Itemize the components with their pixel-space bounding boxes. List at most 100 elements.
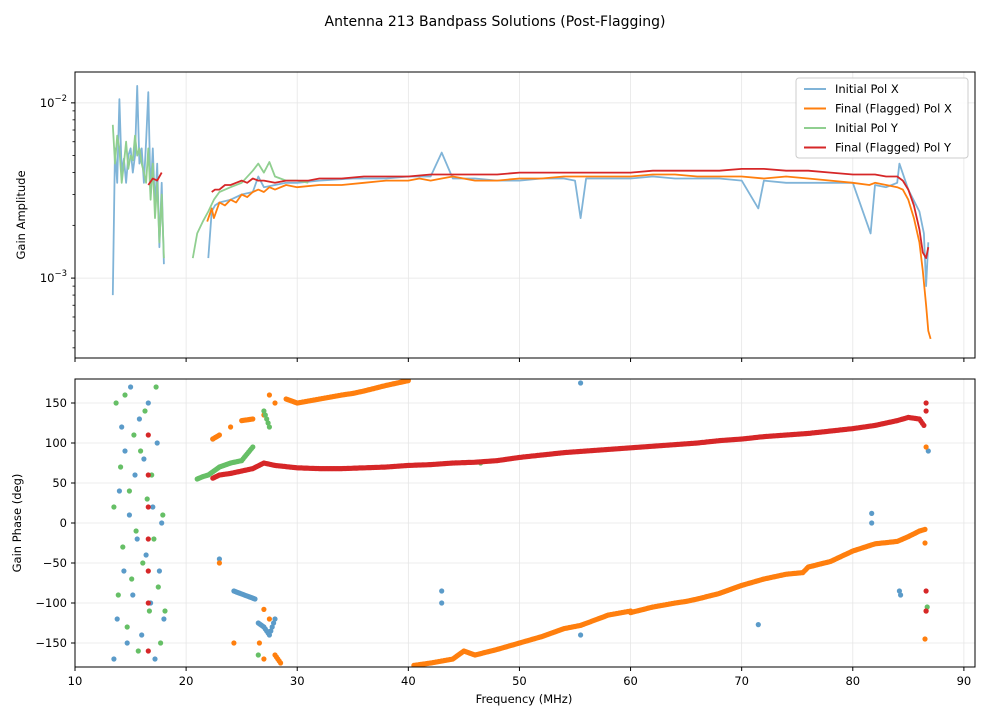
phase-point-final-flagged-pol-y <box>145 536 151 542</box>
phase-point-initial-pol-y <box>122 392 128 398</box>
phase-point-initial-pol-x <box>141 456 147 462</box>
phase-point-initial-pol-y <box>250 444 256 450</box>
phase-point-final-flagged-pol-y <box>145 472 151 478</box>
x-tick-label: 30 <box>290 674 305 688</box>
phase-point-final-flagged-pol-x <box>216 560 222 566</box>
amplitude-line-final-flagged-pol-y <box>147 168 930 259</box>
phase-point-initial-pol-y <box>261 408 267 414</box>
phase-point-initial-pol-x <box>119 424 125 430</box>
phase-point-initial-pol-y <box>142 408 148 414</box>
phase-point-initial-pol-x <box>266 632 272 638</box>
phase-point-final-flagged-pol-x <box>228 424 234 430</box>
amplitude-y-tick-label: 10−2 <box>40 94 67 110</box>
x-tick-label: 70 <box>734 674 749 688</box>
phase-point-initial-pol-x <box>271 620 277 626</box>
phase-point-initial-pol-x <box>121 568 127 574</box>
phase-point-initial-pol-y <box>151 536 157 542</box>
phase-point-initial-pol-x <box>869 510 875 516</box>
phase-y-tick-label: −100 <box>35 596 67 610</box>
phase-y-tick-label: 150 <box>45 396 67 410</box>
phase-point-initial-pol-y <box>135 648 141 654</box>
phase-point-initial-pol-x <box>252 596 258 602</box>
phase-point-initial-pol-x <box>124 640 130 646</box>
x-tick-label: 50 <box>512 674 527 688</box>
phase-y-tick-label: −50 <box>43 556 67 570</box>
phase-panel: 10 20 30 40 50 60 70 80 90 −150 −100 −50 0 50 100 150 G… <box>10 378 976 706</box>
phase-point-final-flagged-pol-x <box>261 656 267 662</box>
phase-point-final-flagged-pol-y <box>923 400 929 406</box>
phase-point-final-flagged-pol-x <box>231 640 237 646</box>
phase-point-final-flagged-pol-y <box>923 408 929 414</box>
phase-point-final-flagged-pol-x <box>250 416 256 422</box>
phase-ticks: 10 20 30 40 50 60 70 80 90 −150 −100 −50 0 50 100 150 <box>35 396 971 688</box>
phase-point-initial-pol-y <box>266 424 272 430</box>
phase-y-tick-label: 50 <box>52 476 67 490</box>
phase-point-initial-pol-y <box>144 496 150 502</box>
phase-point-final-flagged-pol-x <box>405 379 411 382</box>
phase-point-initial-pol-x <box>272 616 278 622</box>
phase-point-initial-pol-x <box>269 624 275 630</box>
phase-point-final-flagged-pol-y <box>923 588 929 594</box>
phase-point-initial-pol-x <box>755 622 761 628</box>
phase-point-initial-pol-x <box>439 588 445 594</box>
x-tick-label: 10 <box>68 674 83 688</box>
phase-point-initial-pol-x <box>130 592 136 598</box>
phase-point-initial-pol-y <box>262 412 268 418</box>
amplitude-series <box>111 85 932 340</box>
phase-point-initial-pol-y <box>265 420 271 426</box>
phase-point-final-flagged-pol-x <box>256 640 262 646</box>
phase-y-tick-label: 0 <box>60 516 67 530</box>
legend-frame <box>795 77 969 159</box>
phase-point-initial-pol-x <box>150 504 156 510</box>
amplitude-ticks: 10−2 10−3 <box>40 94 965 362</box>
phase-point-initial-pol-x <box>578 632 584 638</box>
phase-point-initial-pol-y <box>155 584 161 590</box>
phase-point-initial-pol-y <box>118 464 124 470</box>
amplitude-panel: 10−2 10−3 Gain Amplitude Initial Pol X Fin… <box>14 71 976 362</box>
phase-y-tick-label: 100 <box>45 436 67 450</box>
phase-point-initial-pol-x <box>896 588 903 594</box>
amplitude-y-label: Gain Amplitude <box>14 170 28 259</box>
phase-point-final-flagged-pol-x <box>272 400 278 406</box>
figure-title: Antenna 213 Bandpass Solutions (Post-Fla… <box>325 14 666 30</box>
phase-point-initial-pol-y <box>162 608 168 614</box>
phase-point-final-flagged-pol-x <box>216 432 222 438</box>
phase-point-initial-pol-x <box>136 416 142 422</box>
phase-point-initial-pol-y <box>111 504 117 510</box>
phase-point-initial-pol-x <box>116 488 122 494</box>
phase-point-initial-pol-x <box>578 380 584 386</box>
phase-point-initial-pol-x <box>156 568 162 574</box>
x-tick-label: 80 <box>845 674 860 688</box>
phase-point-initial-pol-x <box>111 656 117 662</box>
phase-grid <box>74 379 975 667</box>
phase-point-initial-pol-y <box>133 528 139 534</box>
phase-point-initial-pol-y <box>153 384 159 390</box>
phase-point-initial-pol-x <box>126 512 132 518</box>
legend-label: Final (Flagged) Pol X <box>835 102 952 116</box>
phase-y-label: Gain Phase (deg) <box>10 474 24 573</box>
x-tick-label: 90 <box>957 674 972 688</box>
phase-point-initial-pol-y <box>924 604 930 610</box>
phase-point-initial-pol-x <box>159 520 165 526</box>
amplitude-line-final-flagged-pol-x <box>206 173 932 340</box>
legend-label: Initial Pol X <box>835 82 899 96</box>
phase-point-initial-pol-y <box>129 576 135 582</box>
phase-series <box>111 379 931 667</box>
phase-point-final-flagged-pol-x <box>278 660 284 666</box>
phase-point-initial-pol-x <box>154 440 160 446</box>
phase-point-initial-pol-y <box>126 488 132 494</box>
phase-point-initial-pol-x <box>152 656 158 662</box>
phase-point-final-flagged-pol-x <box>922 636 928 642</box>
phase-point-final-flagged-pol-y <box>923 608 929 614</box>
x-tick-label: 40 <box>401 674 416 688</box>
legend: Initial Pol X Final (Flagged) Pol X Initia… <box>795 77 969 159</box>
phase-point-initial-pol-y <box>160 512 166 518</box>
phase-point-final-flagged-pol-y <box>145 432 151 438</box>
phase-point-initial-pol-y <box>138 448 144 454</box>
phase-point-initial-pol-x <box>268 628 274 634</box>
phase-point-final-flagged-pol-y <box>921 422 927 428</box>
phase-point-initial-pol-x <box>132 472 138 478</box>
phase-point-final-flagged-pol-x <box>923 444 929 450</box>
phase-point-initial-pol-y <box>124 624 130 630</box>
